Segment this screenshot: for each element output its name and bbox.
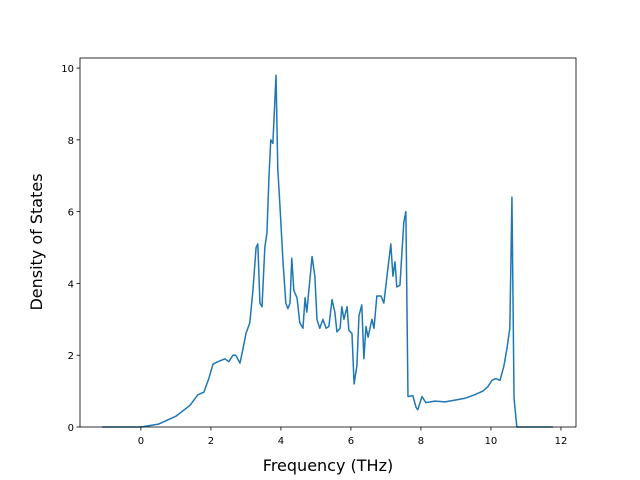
x-axis-label: Frequency (THz) <box>263 456 393 475</box>
x-tick-label: 4 <box>278 436 284 447</box>
y-tick-label: 8 <box>68 136 74 147</box>
x-tick-label: 6 <box>348 436 354 447</box>
x-tick-label: 0 <box>138 436 144 447</box>
y-tick-label: 6 <box>68 208 74 219</box>
y-tick-label: 2 <box>68 351 74 362</box>
plot-frame <box>79 57 577 428</box>
x-tick-label: 12 <box>555 436 568 447</box>
x-tick-label: 10 <box>485 436 498 447</box>
y-tick-label: 0 <box>68 423 74 434</box>
y-tick-label: 4 <box>68 279 74 290</box>
x-tick-label: 2 <box>208 436 214 447</box>
x-tick-label: 8 <box>418 436 424 447</box>
y-axis-label: Density of States <box>27 173 46 310</box>
y-tick-label: 10 <box>61 64 74 75</box>
data-line <box>102 74 553 428</box>
